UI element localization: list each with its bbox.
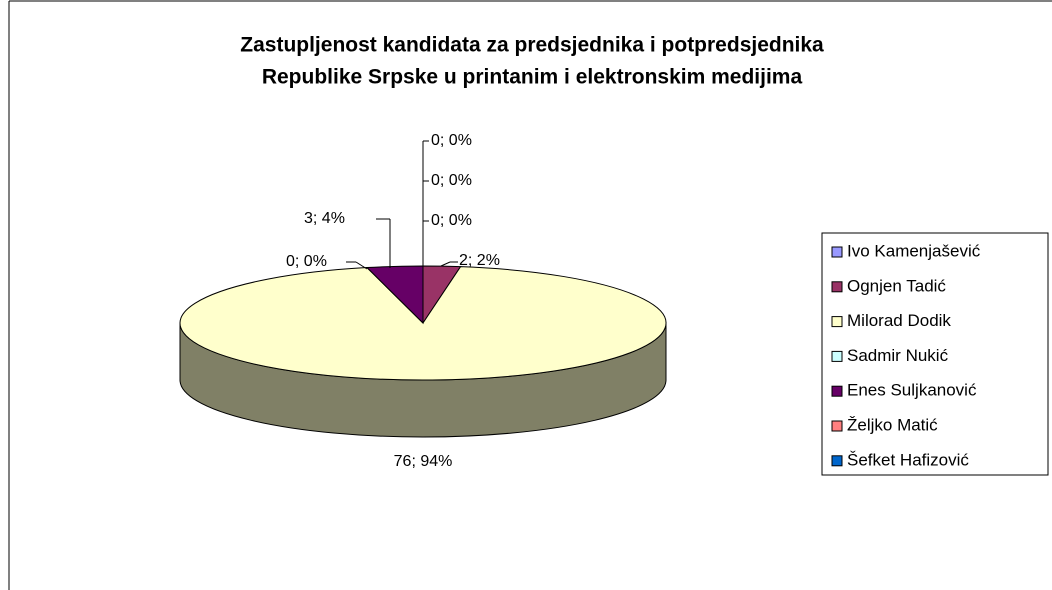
legend-swatch xyxy=(831,316,843,328)
legend-label: Enes Suljkanović xyxy=(847,381,977,400)
legend-label: Ognjen Tadić xyxy=(847,276,946,295)
data-label: 76; 94% xyxy=(394,453,453,470)
legend-label: Milorad Dodik xyxy=(847,311,951,330)
legend-label: Željko Matić xyxy=(847,415,938,434)
chart-title: Zastupljenost kandidata za predsjednika … xyxy=(240,34,824,57)
legend-swatch xyxy=(831,420,843,432)
leader-line xyxy=(355,261,368,270)
legend xyxy=(821,232,1049,476)
data-label: 2; 2% xyxy=(459,252,500,269)
data-label: 0; 0% xyxy=(431,212,472,229)
data-label: 0; 0% xyxy=(431,132,472,149)
legend-label: Ivo Kamenjašević xyxy=(847,241,981,260)
legend-swatch xyxy=(831,455,843,467)
legend-swatch xyxy=(831,385,843,397)
legend-swatch xyxy=(831,246,843,258)
data-label: 3; 4% xyxy=(304,210,345,227)
legend-label: Sadmir Nukić xyxy=(847,346,949,365)
data-label: 0; 0% xyxy=(431,172,472,189)
data-label: 0; 0% xyxy=(286,253,327,270)
leader-line xyxy=(440,261,451,267)
chart-title: Republike Srpske u printanim i elektrons… xyxy=(262,66,803,89)
legend-label: Šefket Hafizović xyxy=(847,450,969,469)
legend-swatch xyxy=(831,350,843,362)
legend-swatch xyxy=(831,281,843,293)
